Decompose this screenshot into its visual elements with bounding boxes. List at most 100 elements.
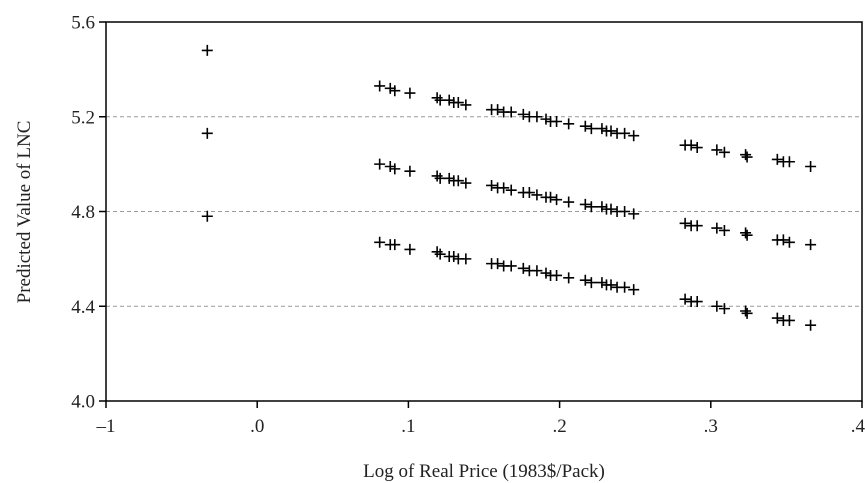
data-point <box>551 194 563 206</box>
data-point <box>540 113 552 125</box>
data-point <box>540 267 552 279</box>
data-point <box>434 248 446 260</box>
data-point <box>679 293 691 305</box>
data-point <box>628 208 640 220</box>
data-point <box>585 277 597 289</box>
data-point <box>741 229 753 241</box>
data-point <box>596 201 608 213</box>
data-point <box>374 80 386 92</box>
data-point <box>691 220 703 232</box>
data-point <box>711 300 723 312</box>
x-tick-label: –1 <box>96 416 116 437</box>
data-point <box>741 151 753 163</box>
data-point <box>374 158 386 170</box>
x-tick-label: .0 <box>250 416 264 437</box>
data-point <box>404 165 416 177</box>
data-point <box>531 111 543 123</box>
data-point <box>741 307 753 319</box>
data-point <box>685 139 697 151</box>
data-point <box>783 156 795 168</box>
data-point <box>805 239 817 251</box>
data-point <box>596 277 608 289</box>
data-point <box>771 153 783 165</box>
data-point <box>805 160 817 172</box>
data-point <box>805 319 817 331</box>
data-point <box>777 234 789 246</box>
data-point <box>619 206 631 217</box>
data-point <box>384 160 396 172</box>
data-point <box>740 149 752 161</box>
data-point <box>545 191 557 203</box>
data-points <box>201 44 817 331</box>
data-point <box>201 210 213 222</box>
data-point <box>563 272 575 284</box>
data-point <box>563 118 575 130</box>
data-point <box>691 142 703 154</box>
x-tick-label: .1 <box>401 416 415 437</box>
data-point <box>619 127 631 139</box>
y-tick-label: 4.0 <box>71 392 95 413</box>
data-point <box>579 198 591 210</box>
data-point <box>679 217 691 229</box>
y-tick-label: 4.8 <box>71 202 95 223</box>
data-point <box>718 224 730 236</box>
data-point <box>498 182 510 194</box>
data-point <box>389 239 401 251</box>
data-point <box>585 123 597 135</box>
data-point <box>517 108 529 120</box>
data-point <box>384 82 396 94</box>
data-point <box>389 85 401 97</box>
data-point <box>605 279 617 291</box>
data-point <box>460 99 472 111</box>
y-tick-label: 5.6 <box>71 13 95 34</box>
y-tick-label: 4.4 <box>71 297 95 318</box>
x-axis-label: Log of Real Price (1983$/Pack) <box>363 461 605 482</box>
axis-ticks: 4.0 4.4 4.8 5.2 5.6 –1 .0 .1 .2 .3 .4 <box>71 13 865 438</box>
data-point <box>531 189 543 201</box>
data-point <box>374 236 386 248</box>
data-point <box>486 179 498 191</box>
y-axis-label: Predicted Value of LNC <box>14 121 35 304</box>
data-point <box>460 177 472 189</box>
data-point <box>740 305 752 317</box>
data-point <box>711 144 723 156</box>
data-point <box>605 203 617 215</box>
x-tick-label: .2 <box>552 416 566 437</box>
data-point <box>452 97 464 109</box>
data-point <box>431 246 443 258</box>
data-point <box>443 94 455 106</box>
data-point <box>718 146 730 158</box>
data-point <box>628 130 640 142</box>
gridlines <box>106 116 862 307</box>
data-point <box>492 258 504 270</box>
data-point <box>505 106 517 118</box>
data-point <box>619 281 631 293</box>
data-point <box>404 243 416 255</box>
data-point <box>771 312 783 324</box>
x-tick-label: .4 <box>851 416 865 437</box>
data-point <box>448 251 460 263</box>
data-point <box>579 120 591 132</box>
data-point <box>505 184 517 196</box>
data-point <box>460 253 472 265</box>
data-point <box>389 163 401 175</box>
data-point <box>531 265 543 277</box>
data-point <box>551 269 563 281</box>
data-point <box>523 187 535 199</box>
data-point <box>443 172 455 184</box>
data-point <box>718 303 730 315</box>
data-point <box>563 196 575 208</box>
data-point <box>551 115 563 127</box>
data-point <box>431 92 443 104</box>
data-point <box>628 284 640 296</box>
data-point <box>711 222 723 234</box>
x-tick-label: .3 <box>704 416 718 437</box>
data-point <box>691 296 703 308</box>
y-tick-label: 5.2 <box>71 107 95 128</box>
data-point <box>605 125 617 137</box>
data-point <box>505 260 517 272</box>
data-point <box>201 127 213 139</box>
data-point <box>740 227 752 239</box>
data-point <box>579 274 591 286</box>
